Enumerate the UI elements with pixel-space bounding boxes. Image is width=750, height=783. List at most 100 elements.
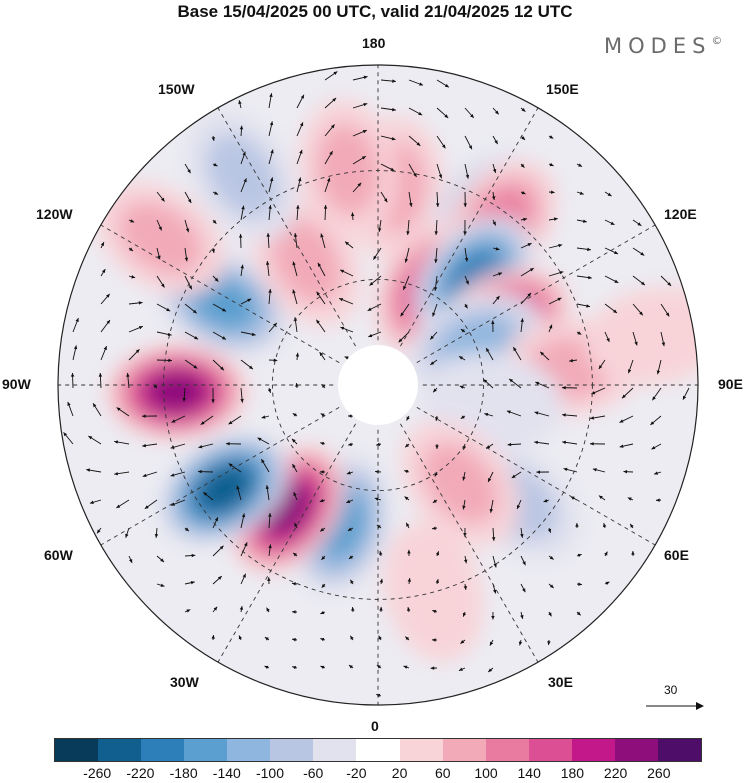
wind-arrow <box>116 407 130 417</box>
wind-arrow <box>379 606 383 613</box>
wind-arrow <box>489 499 494 513</box>
wind-arrow <box>458 355 466 361</box>
wind-arrow <box>240 264 244 277</box>
wind-arrow <box>576 247 591 252</box>
anomaly-cell <box>147 372 206 412</box>
wind-arrow <box>462 611 467 617</box>
wind-arrow <box>377 219 382 232</box>
wind-arrow <box>464 275 469 285</box>
wind-arrow <box>240 359 254 370</box>
colorbar-tick-label: -60 <box>303 765 324 781</box>
wind-arrow <box>240 542 248 557</box>
wind-arrow <box>63 432 74 445</box>
graticule <box>58 65 698 705</box>
colorbar-tick-label: -20 <box>346 765 367 781</box>
wind-arrow <box>100 293 111 305</box>
wind-arrow <box>406 415 410 421</box>
wind-arrow <box>324 124 335 137</box>
wind-arrow <box>511 471 522 479</box>
meridian-line <box>100 224 340 363</box>
wind-arrow <box>316 291 326 305</box>
wind-arrow <box>430 666 438 670</box>
wind-arrow <box>268 358 278 362</box>
wind-arrow <box>432 499 438 504</box>
wind-arrow <box>487 471 494 483</box>
wind-arrow <box>352 75 368 81</box>
colorbar-swatch <box>442 739 486 761</box>
wind-arrow <box>484 412 494 417</box>
wind-arrow <box>604 219 615 226</box>
wind-arrow <box>592 468 606 473</box>
wind-arrow <box>319 527 326 532</box>
wind-arrow <box>576 275 592 280</box>
wind-arrow <box>404 496 410 501</box>
wind-arrow <box>534 411 550 417</box>
wind-arrow <box>548 324 553 333</box>
wind-arrow <box>238 100 242 109</box>
wind-arrow <box>539 351 550 361</box>
colorbar-swatch <box>184 739 228 761</box>
wind-arrow <box>534 440 550 445</box>
map-border <box>57 64 699 706</box>
wind-arrow <box>352 102 368 109</box>
colorbar-tick-label: -260 <box>83 765 112 781</box>
wind-arrow <box>547 639 551 646</box>
colorbar-tick-label: 180 <box>560 765 585 781</box>
wind-arrow <box>463 191 467 208</box>
wind-arrow <box>435 191 440 208</box>
wind-scale-value: 30 <box>664 683 678 697</box>
wind-arrow <box>92 403 102 417</box>
wind-arrow <box>293 233 298 249</box>
wind-arrow <box>660 303 670 317</box>
wind-arrow <box>650 415 662 426</box>
label-120W: 120W <box>36 206 73 222</box>
wind-arrow <box>376 442 382 447</box>
meridian-line <box>217 107 356 347</box>
wind-arrow <box>380 191 388 203</box>
wind-arrow <box>184 553 196 558</box>
wind-arrow <box>324 71 338 81</box>
wind-arrow <box>240 298 252 305</box>
wind-arrow <box>576 303 591 308</box>
colorbar-swatch <box>571 739 615 761</box>
wind-arrow <box>320 637 326 642</box>
wind-arrow <box>184 247 189 262</box>
wind-arrow <box>432 303 438 317</box>
wind-arrow <box>492 247 500 251</box>
wind-arrow <box>660 331 666 347</box>
wind-arrow <box>203 491 214 501</box>
wind-arrow <box>324 177 331 193</box>
wind-arrow <box>436 107 449 119</box>
wind-arrow <box>349 635 354 641</box>
wind-arrow <box>520 318 524 333</box>
wind-arrow <box>405 522 410 529</box>
wind-arrow <box>629 523 634 529</box>
wind-arrow <box>156 247 161 260</box>
wind-arrow <box>156 191 165 202</box>
wind-arrow <box>548 190 555 194</box>
wind-arrow <box>682 387 690 400</box>
wind-arrow <box>431 526 438 530</box>
wind-arrow <box>408 135 421 147</box>
wind-arrow <box>462 499 466 510</box>
wind-arrow <box>463 583 468 590</box>
wind-arrow <box>434 247 438 263</box>
wind-arrow <box>338 297 354 305</box>
wind-arrow <box>96 527 102 534</box>
wind-arrow <box>184 527 190 532</box>
wind-arrow <box>268 289 272 305</box>
anomaly-cell <box>205 133 279 218</box>
wind-arrow <box>520 190 526 195</box>
copyright-mark: © <box>711 34 723 47</box>
wind-arrow <box>463 555 468 564</box>
wind-arrow <box>184 359 198 369</box>
wind-arrow <box>604 275 619 284</box>
wind-arrow <box>156 583 165 587</box>
anomaly-cell <box>197 465 251 512</box>
wind-arrow <box>464 163 470 179</box>
wind-arrow <box>212 163 218 167</box>
wind-arrow <box>398 331 410 343</box>
wind-arrow <box>492 295 500 305</box>
wind-arrow <box>576 611 582 616</box>
wind-arrow <box>548 611 552 617</box>
